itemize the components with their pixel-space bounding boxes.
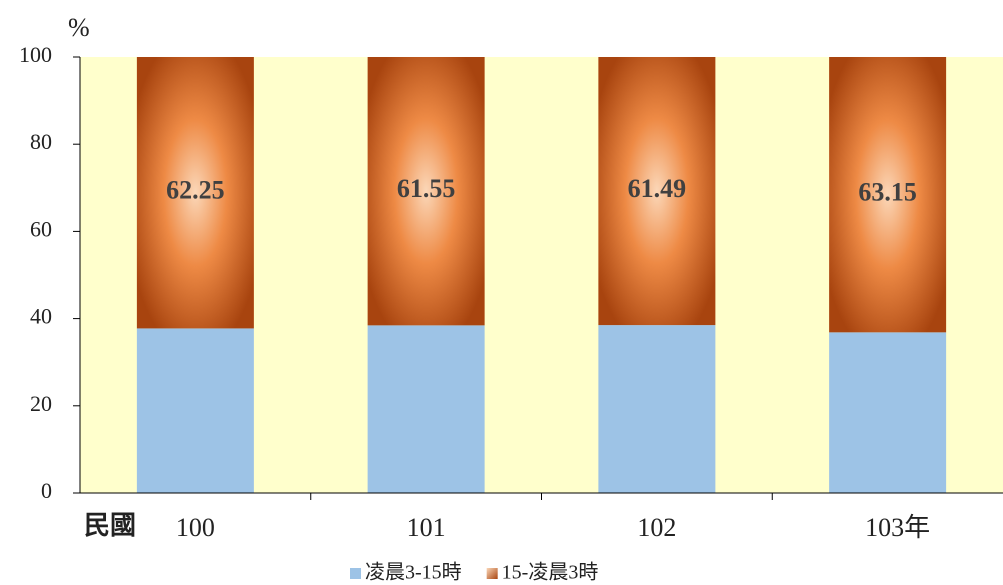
x-tick-label: 102 (637, 513, 676, 542)
y-tick-label: 40 (30, 304, 52, 329)
bar-segment (136, 57, 254, 329)
y-tick-label: 60 (30, 216, 52, 241)
y-tick-label: 80 (30, 129, 52, 154)
legend-label: 15-凌晨3時 (502, 561, 599, 584)
y-tick-label: 100 (19, 42, 52, 67)
data-label: 63.15 (858, 178, 917, 207)
bar-segment (829, 57, 947, 333)
data-label: 61.55 (397, 174, 456, 203)
y-unit: % (68, 13, 90, 42)
data-label: 62.25 (166, 176, 225, 205)
legend: 凌晨3-15時 15-凌晨3時 (350, 561, 598, 584)
y-tick-label: 20 (30, 391, 52, 416)
bar-segment (136, 328, 254, 493)
legend-label: 凌晨3-15時 (365, 561, 462, 584)
bar-segment (829, 332, 947, 493)
x-tick-label: 101 (407, 513, 446, 542)
bar-segment (598, 325, 716, 493)
data-label: 61.49 (628, 174, 687, 203)
bar-segment (367, 325, 485, 493)
x-tick-label: 100 (176, 513, 215, 542)
x-tick-label: 103年 (865, 513, 930, 542)
bar-segment (367, 57, 485, 326)
x-prefix: 民國 (84, 511, 136, 540)
legend-swatch (486, 568, 498, 579)
y-tick-label: 0 (41, 478, 52, 503)
legend-swatch (350, 568, 361, 579)
bar-segment (598, 57, 716, 326)
